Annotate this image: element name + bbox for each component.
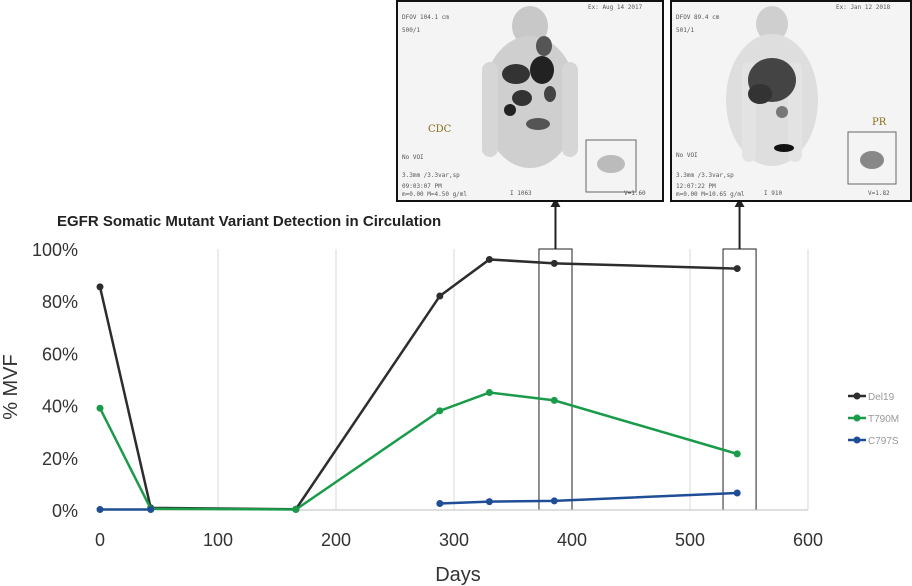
x-tick-label: 200 [321, 530, 351, 550]
series-line-c797s [439, 491, 738, 505]
highlight-box [722, 248, 757, 511]
y-tick-label: 40% [42, 397, 78, 417]
data-point-t790m [292, 505, 300, 513]
pet-right-recon: 3.3mm /3.3var,sp [676, 172, 734, 179]
legend-marker [853, 392, 861, 400]
data-point-del19 [485, 255, 493, 263]
pet-right-index: I 910 [764, 190, 783, 197]
legend-label: Del19 [868, 392, 895, 403]
pet-right-tag: PR [872, 117, 887, 128]
data-point-del19 [436, 292, 444, 300]
data-point-c797s [550, 497, 558, 505]
pet-right-header-left: DFOV 89.4 cm [676, 14, 720, 21]
data-point-c797s [147, 505, 155, 513]
data-point-del19 [733, 265, 741, 273]
y-tick-label: 60% [42, 344, 78, 364]
y-tick-label: 100% [32, 240, 78, 260]
pet-body-image [726, 6, 897, 185]
x-tick-label: 0 [95, 530, 105, 550]
pet-left-header-left: DFOV 104.1 cm [402, 14, 449, 21]
series-line-t790m [98, 391, 738, 511]
x-axis-label: Days [435, 564, 481, 586]
chart-title: EGFR Somatic Mutant Variant Detection in… [57, 213, 441, 230]
pet-left-voi: No VOI [402, 154, 424, 161]
pet-left-window: m=0.00 M=4.50 g/ml [402, 191, 468, 198]
y-tick-label: 80% [42, 292, 78, 312]
pet-left-tag: CDC [428, 124, 452, 135]
pet-left-time: 09:03:07 PM [402, 183, 442, 190]
pet-right-voi: No VOI [676, 152, 698, 159]
pet-left-scale: V=1.60 [624, 190, 646, 197]
data-point-c797s [485, 498, 493, 506]
axes: 0 100 200 300 400 500 600 0% 20% 40% 60% 80% 100% [32, 240, 823, 550]
gridlines [217, 249, 809, 510]
legend: Del19 T790M C797S [848, 392, 899, 447]
pet-right-header-right: Ex: Jan 12 2018 [836, 4, 891, 11]
x-tick-label: 600 [793, 530, 823, 550]
highlight-box [538, 248, 573, 511]
y-tick-label: 20% [42, 449, 78, 469]
highlight-boxes [538, 248, 757, 511]
pet-left-index: I 1063 [510, 190, 532, 197]
pet-body-image [482, 6, 637, 193]
legend-label: C797S [868, 436, 899, 447]
y-tick-label: 0% [52, 501, 78, 521]
pet-left-line2: 500/1 [402, 27, 421, 34]
data-point-t790m [96, 404, 104, 412]
x-tick-label: 400 [557, 530, 587, 550]
pet-right-line2: 501/1 [676, 27, 695, 34]
x-tick-label: 100 [203, 530, 233, 550]
data-point-t790m [550, 396, 558, 404]
pet-left-header-right: Ex: Aug 14 2017 [588, 4, 643, 11]
data-point-del19 [96, 283, 104, 291]
x-tick-label: 300 [439, 530, 469, 550]
pet-right-window: m=0.00 M=10.65 g/ml [676, 191, 745, 198]
data-point-t790m [436, 407, 444, 415]
x-tick-label: 500 [675, 530, 705, 550]
series-line-del19 [98, 258, 738, 511]
series-lines [96, 255, 741, 513]
data-point-del19 [550, 259, 558, 267]
legend-marker [853, 436, 861, 444]
pet-left-recon: 3.3mm /3.3var,sp [402, 172, 460, 179]
data-point-c797s [96, 505, 104, 513]
data-point-t790m [485, 389, 493, 397]
arrow-head [734, 198, 745, 207]
pet-right-time: 12:07:22 PM [676, 183, 716, 190]
data-point-t790m [733, 450, 741, 458]
pet-scan-aug-2017: DFOV 104.1 cm Ex: Aug 14 2017 500/1 CDC … [396, 0, 664, 202]
pet-right-scale: V=1.82 [868, 190, 890, 197]
pet-scan-jan-2018: DFOV 89.4 cm Ex: Jan 12 2018 501/1 PR No… [670, 0, 912, 202]
legend-label: T790M [868, 414, 899, 425]
y-axis-label: % MVF [0, 354, 22, 420]
arrow-head [550, 198, 561, 207]
legend-marker [853, 414, 861, 422]
data-point-c797s [733, 489, 741, 497]
pointer-arrows [550, 198, 745, 249]
data-point-c797s [436, 499, 444, 507]
